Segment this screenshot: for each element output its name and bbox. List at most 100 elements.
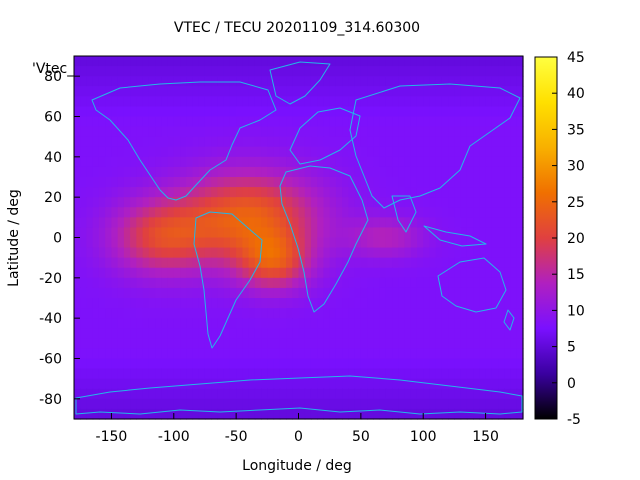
heatmap-cell [460,267,468,279]
heatmap-cell [416,368,424,380]
heatmap-cell [398,308,406,319]
heatmap-cell [229,398,237,410]
heatmap-cell [180,76,187,87]
heatmap-cell [148,177,156,188]
heatmap-cell [254,388,262,400]
heatmap-cell [304,358,312,370]
heatmap-cell [435,237,443,249]
heatmap-cell [429,298,437,309]
heatmap-cell [304,56,312,67]
heatmap-cell [423,86,431,97]
heatmap-cell [286,116,293,128]
heatmap-cell [123,287,131,299]
heatmap-cell [105,56,113,67]
heatmap-cell [416,227,424,239]
heatmap-cell [298,197,306,208]
heatmap-cell [429,96,437,108]
heatmap-cell [267,146,275,158]
heatmap-cell [173,388,181,400]
heatmap-cell [354,66,362,77]
heatmap-cell [267,378,275,390]
heatmap-cell [180,177,187,188]
heatmap-cell [367,308,374,319]
heatmap-cell [74,338,81,350]
heatmap-cell [310,66,318,77]
heatmap-cell [123,328,131,339]
heatmap-cell [136,126,144,138]
heatmap-cell [454,76,462,87]
heatmap-cell [80,247,88,259]
heatmap-cell [173,136,181,148]
heatmap-cell [385,287,393,299]
heatmap-cell [279,298,287,309]
heatmap-cell [348,318,356,329]
heatmap-cell [286,76,293,87]
heatmap-cell [460,368,468,380]
heatmap-cell [155,227,162,239]
heatmap-cell [92,86,100,97]
heatmap-cell [435,227,443,239]
heatmap-cell [86,328,94,339]
heatmap-cell [242,166,250,178]
heatmap-cell [435,86,443,97]
heatmap-cell [498,277,505,289]
heatmap-cell [161,106,169,118]
heatmap-cell [142,318,150,329]
heatmap-cell [292,227,300,239]
heatmap-cell [180,247,187,259]
heatmap-cell [111,308,119,319]
heatmap-cell [379,76,387,87]
heatmap-cell [416,116,424,128]
heatmap-cell [292,287,300,299]
heatmap-cell [229,277,237,289]
heatmap-cell [410,166,418,178]
heatmap-cell [248,197,256,208]
heatmap-cell [242,86,250,97]
heatmap-cell [192,338,200,350]
heatmap-cell [379,328,387,339]
heatmap-cell [130,298,137,309]
heatmap-cell [161,217,169,229]
heatmap-cell [267,287,275,299]
heatmap-cell [161,287,169,299]
heatmap-cell [466,187,474,198]
heatmap-cell [335,76,343,87]
heatmap-cell [510,237,518,249]
heatmap-cell [379,96,387,108]
heatmap-cell [367,267,374,279]
heatmap-cell [248,146,256,158]
heatmap-cell [342,287,349,299]
heatmap-cell [329,66,337,77]
heatmap-cell [342,398,349,410]
heatmap-cell [385,277,393,289]
heatmap-cell [385,207,393,218]
heatmap-cell [392,96,399,108]
heatmap-cell [310,136,318,148]
heatmap-cell [229,338,237,350]
heatmap-cell [348,358,356,370]
heatmap-cell [80,66,88,77]
heatmap-cell [211,217,219,229]
heatmap-cell [429,86,437,97]
heatmap-cell [80,338,88,350]
heatmap-cell [98,146,106,158]
heatmap-cell [86,277,94,289]
heatmap-cell [267,408,275,420]
heatmap-cell [404,328,412,339]
heatmap-cell [516,96,524,108]
heatmap-cell [404,166,412,178]
heatmap-cell [379,56,387,67]
heatmap-cell [504,318,512,329]
heatmap-cell [86,156,94,168]
heatmap-cell [155,106,162,118]
heatmap-cell [92,187,100,198]
heatmap-cell [192,227,200,239]
heatmap-cell [398,197,406,208]
heatmap-cell [385,197,393,208]
heatmap-cell [404,358,412,370]
heatmap-cell [398,136,406,148]
heatmap-cell [80,408,88,420]
heatmap-cell [105,277,113,289]
heatmap-cell [410,207,418,218]
heatmap-cell [180,338,187,350]
